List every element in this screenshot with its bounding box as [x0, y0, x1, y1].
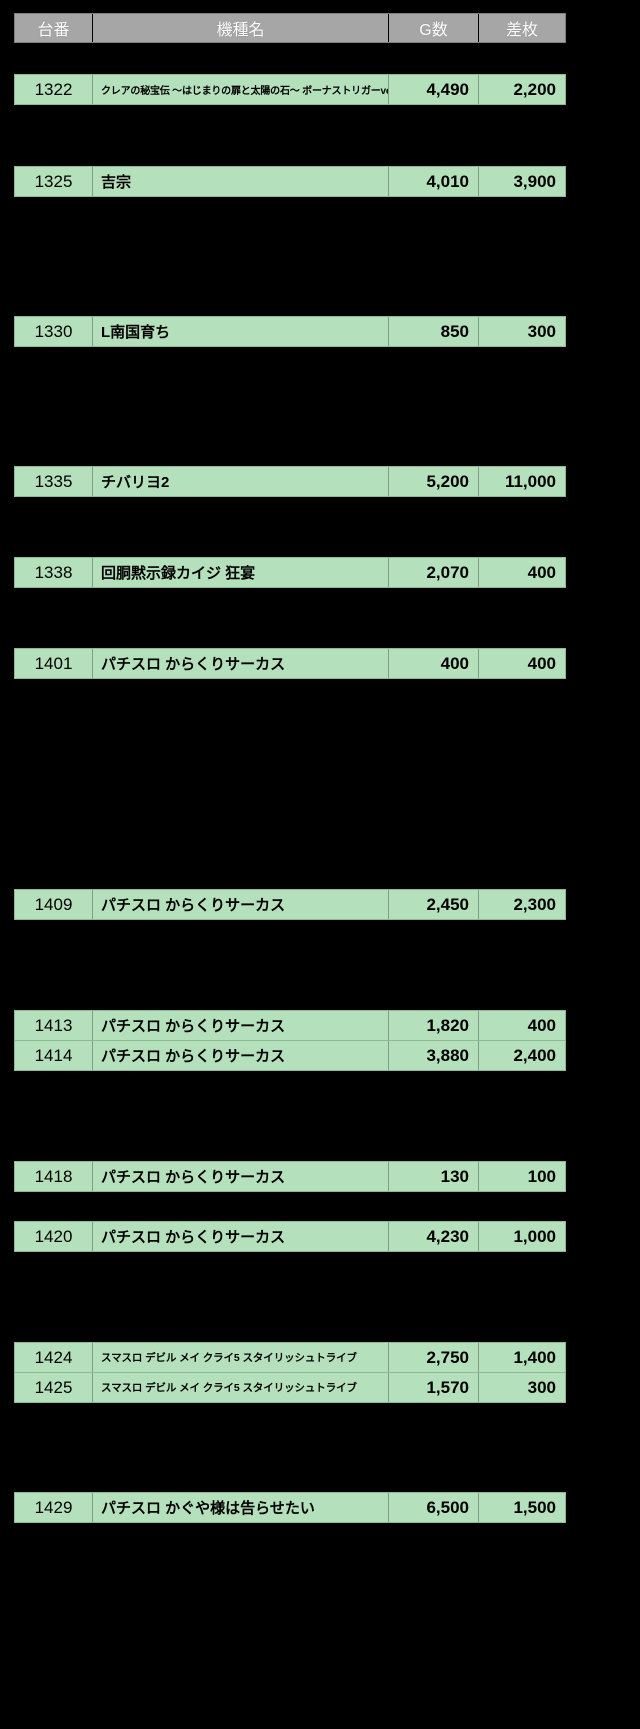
table-row[interactable]: 1338 回胴黙示録カイジ 狂宴 2,070 400: [14, 557, 566, 588]
cell-medal-diff: 11,000: [479, 467, 565, 496]
cell-game-count: 4,010: [389, 167, 479, 196]
column-header-diff: 差枚: [479, 14, 565, 42]
cell-game-count: 2,750: [389, 1343, 479, 1372]
cell-medal-diff: 300: [479, 317, 565, 346]
cell-game-count: 2,070: [389, 558, 479, 587]
cell-machine-number: 1335: [15, 467, 93, 496]
cell-machine-number: 1325: [15, 167, 93, 196]
table-row[interactable]: 1414 パチスロ からくりサーカス 3,880 2,400: [14, 1040, 566, 1071]
cell-medal-diff: 3,900: [479, 167, 565, 196]
cell-machine-number: 1429: [15, 1493, 93, 1522]
cell-game-count: 1,820: [389, 1011, 479, 1040]
cell-model-name: 回胴黙示録カイジ 狂宴: [93, 558, 389, 587]
cell-model-name: パチスロ からくりサーカス: [93, 1011, 389, 1040]
cell-model-name: L南国育ち: [93, 317, 389, 346]
cell-medal-diff: 300: [479, 1373, 565, 1402]
table-row[interactable]: 1425 スマスロ デビル メイ クライ5 スタイリッシュトライブ 1,570 300: [14, 1372, 566, 1403]
cell-medal-diff: 400: [479, 558, 565, 587]
cell-machine-number: 1424: [15, 1343, 93, 1372]
cell-machine-number: 1322: [15, 75, 93, 104]
cell-medal-diff: 400: [479, 649, 565, 678]
cell-model-name: パチスロ からくりサーカス: [93, 1041, 389, 1070]
table-row[interactable]: 1330 L南国育ち 850 300: [14, 316, 566, 347]
table-row[interactable]: 1418 パチスロ からくりサーカス 130 100: [14, 1161, 566, 1192]
cell-medal-diff: 2,200: [479, 75, 565, 104]
cell-game-count: 1,570: [389, 1373, 479, 1402]
cell-medal-diff: 1,400: [479, 1343, 565, 1372]
cell-medal-diff: 400: [479, 1011, 565, 1040]
cell-game-count: 4,230: [389, 1222, 479, 1251]
cell-machine-number: 1425: [15, 1373, 93, 1402]
cell-model-name: 吉宗: [93, 167, 389, 196]
table-row[interactable]: 1325 吉宗 4,010 3,900: [14, 166, 566, 197]
cell-machine-number: 1414: [15, 1041, 93, 1070]
cell-model-name: パチスロ かぐや様は告らせたい: [93, 1493, 389, 1522]
cell-game-count: 6,500: [389, 1493, 479, 1522]
cell-machine-number: 1418: [15, 1162, 93, 1191]
cell-machine-number: 1420: [15, 1222, 93, 1251]
cell-machine-number: 1338: [15, 558, 93, 587]
cell-model-name: パチスロ からくりサーカス: [93, 1162, 389, 1191]
cell-machine-number: 1413: [15, 1011, 93, 1040]
cell-machine-number: 1330: [15, 317, 93, 346]
cell-model-name: スマスロ デビル メイ クライ5 スタイリッシュトライブ: [93, 1373, 389, 1402]
cell-model-name: パチスロ からくりサーカス: [93, 890, 389, 919]
cell-medal-diff: 2,300: [479, 890, 565, 919]
table-row[interactable]: 1409 パチスロ からくりサーカス 2,450 2,300: [14, 889, 566, 920]
column-header-dai: 台番: [15, 14, 93, 42]
cell-model-name: スマスロ デビル メイ クライ5 スタイリッシュトライブ: [93, 1343, 389, 1372]
cell-game-count: 5,200: [389, 467, 479, 496]
table-row[interactable]: 1413 パチスロ からくりサーカス 1,820 400: [14, 1010, 566, 1041]
table-row[interactable]: 1401 パチスロ からくりサーカス 400 400: [14, 648, 566, 679]
table-row[interactable]: 1429 パチスロ かぐや様は告らせたい 6,500 1,500: [14, 1492, 566, 1523]
cell-medal-diff: 100: [479, 1162, 565, 1191]
cell-machine-number: 1409: [15, 890, 93, 919]
cell-machine-number: 1401: [15, 649, 93, 678]
table-row[interactable]: 1335 チバリヨ2 5,200 11,000: [14, 466, 566, 497]
table-row[interactable]: 1322 クレアの秘宝伝 ～はじまりの扉と太陽の石～ ボーナストリガーver. 4,…: [14, 74, 566, 105]
cell-medal-diff: 1,500: [479, 1493, 565, 1522]
cell-game-count: 130: [389, 1162, 479, 1191]
cell-game-count: 850: [389, 317, 479, 346]
cell-medal-diff: 1,000: [479, 1222, 565, 1251]
cell-medal-diff: 2,400: [479, 1041, 565, 1070]
cell-game-count: 4,490: [389, 75, 479, 104]
table-row[interactable]: 1420 パチスロ からくりサーカス 4,230 1,000: [14, 1221, 566, 1252]
cell-game-count: 3,880: [389, 1041, 479, 1070]
cell-model-name: クレアの秘宝伝 ～はじまりの扉と太陽の石～ ボーナストリガーver.: [93, 75, 389, 104]
column-header-name: 機種名: [93, 14, 389, 42]
cell-model-name: パチスロ からくりサーカス: [93, 1222, 389, 1251]
cell-model-name: パチスロ からくりサーカス: [93, 649, 389, 678]
column-header-g: G数: [389, 14, 479, 42]
table-header-row: 台番 機種名 G数 差枚: [14, 13, 566, 43]
cell-model-name: チバリヨ2: [93, 467, 389, 496]
cell-game-count: 2,450: [389, 890, 479, 919]
table-row[interactable]: 1424 スマスロ デビル メイ クライ5 スタイリッシュトライブ 2,750 1,4…: [14, 1342, 566, 1373]
cell-game-count: 400: [389, 649, 479, 678]
